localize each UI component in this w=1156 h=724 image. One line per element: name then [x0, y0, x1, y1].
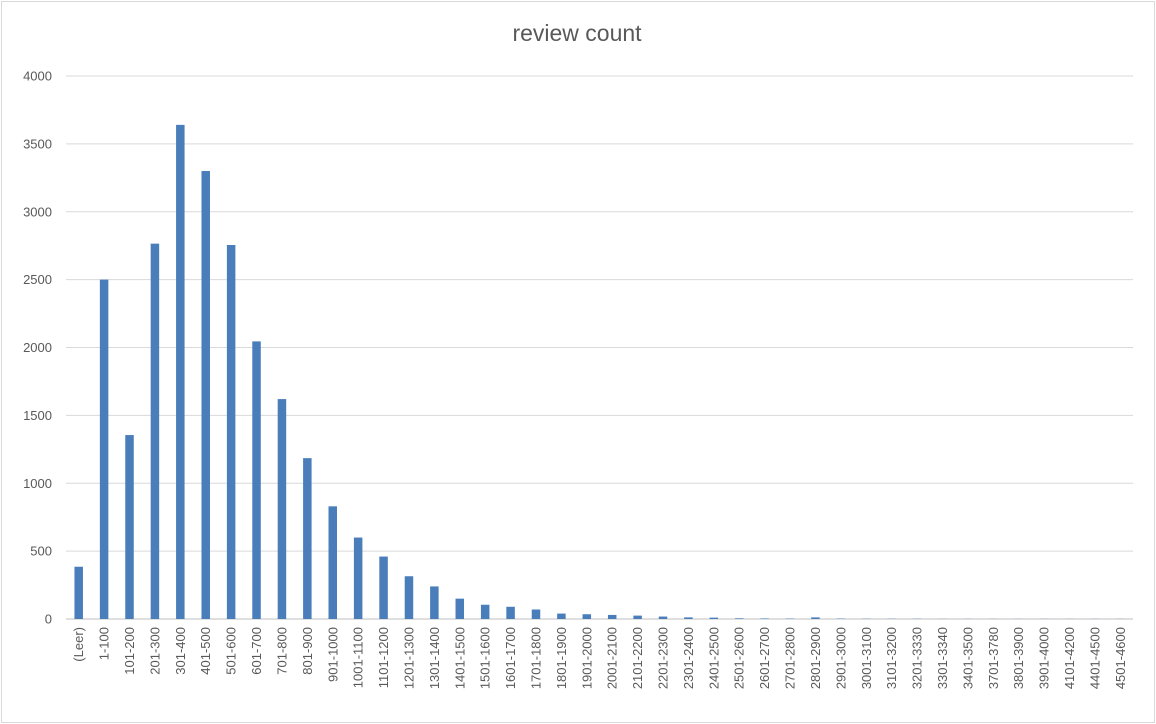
x-tick-label: 3701-3780 [986, 627, 1001, 689]
bar [277, 399, 287, 619]
bar [430, 586, 439, 619]
x-tick-label: 301-400 [173, 627, 188, 675]
bar [74, 566, 83, 619]
x-tick-label: 501-600 [224, 627, 239, 675]
x-tick-label: 1001-1100 [351, 627, 366, 688]
x-tick-label: 2901-3000 [833, 627, 848, 689]
y-tick-label: 1500 [23, 408, 52, 423]
x-tick-label: 2001-2100 [605, 627, 620, 689]
bar [811, 617, 820, 619]
bar [531, 609, 541, 619]
x-tick-label: 701-800 [274, 627, 289, 675]
x-tick-label: 3401-3500 [960, 627, 975, 689]
y-tick-label: 2000 [23, 340, 52, 355]
bar [658, 616, 668, 619]
bar [404, 576, 414, 619]
x-tick-label: 2201-2300 [656, 627, 671, 689]
bar [176, 124, 185, 620]
x-tick-label: 2301-2400 [681, 627, 696, 689]
chart-title: review count [512, 20, 642, 46]
x-tick-label: 2501-2600 [732, 627, 747, 689]
bar [150, 243, 160, 619]
x-tick-label: 1901-2000 [579, 627, 594, 689]
x-tick-label: 1601-1700 [503, 627, 518, 689]
x-tick-label: 1801-1900 [554, 627, 569, 689]
x-tick-label: 4101-4200 [1062, 627, 1077, 689]
x-tick-label: 4501-4600 [1113, 627, 1128, 689]
y-tick-label: 0 [45, 612, 52, 627]
bar [353, 537, 363, 619]
x-tick-label: 1201-1300 [401, 627, 416, 689]
bar [226, 245, 236, 620]
bar [303, 458, 312, 619]
x-tick-label: 3001-3100 [859, 627, 874, 689]
bar [607, 614, 617, 619]
bar [252, 341, 261, 619]
x-tick-label: 2601-2700 [757, 627, 772, 689]
bar [99, 279, 109, 619]
y-tick-label: 1000 [23, 476, 52, 491]
bar [684, 617, 693, 619]
x-tick-label: 2701-2800 [783, 627, 798, 689]
x-tick-label: 101-200 [122, 627, 137, 675]
x-tick-label: 401-500 [198, 627, 213, 675]
bar [201, 171, 210, 619]
x-tick-label: 1401-1500 [452, 627, 467, 689]
x-tick-label: 3301-3340 [935, 627, 950, 689]
bar [582, 614, 592, 619]
x-tick-label: 1301-1400 [427, 627, 442, 689]
bar [455, 598, 465, 619]
x-tick-label: 201-300 [147, 627, 162, 675]
bar [125, 435, 134, 619]
y-tick-label: 3000 [23, 204, 52, 219]
bar [557, 613, 566, 619]
x-tick-label: 1701-1800 [528, 627, 543, 689]
x-tick-label: 601-700 [249, 627, 264, 675]
x-tick-label: (Leer) [71, 627, 86, 662]
bar [480, 604, 490, 619]
bar [506, 606, 515, 619]
y-tick-label: 2500 [23, 272, 52, 287]
x-tick-label: 1101-1200 [376, 627, 391, 688]
x-tick-label: 1501-1600 [478, 627, 493, 689]
x-tick-label: 2101-2200 [630, 627, 645, 689]
y-tick-label: 4000 [23, 69, 52, 84]
bar [328, 506, 337, 619]
x-tick-label: 3901-4000 [1037, 627, 1052, 689]
x-tick-label: 4401-4500 [1087, 627, 1102, 689]
bar [734, 618, 744, 619]
x-tick-label: 801-900 [300, 627, 315, 675]
x-tick-label: 1-100 [97, 627, 112, 660]
x-tick-label: 3101-3200 [884, 627, 899, 689]
x-tick-label: 2801-2900 [808, 627, 823, 689]
bar [633, 615, 642, 619]
x-tick-label: 3201-3330 [910, 627, 925, 689]
x-tick-label: 901-1000 [325, 627, 340, 682]
x-tick-label: 3801-3900 [1011, 627, 1026, 689]
x-tick-label: 2401-2500 [706, 627, 721, 689]
bar [379, 556, 388, 619]
y-tick-label: 3500 [23, 136, 52, 151]
bar [760, 618, 769, 619]
y-tick-label: 500 [30, 544, 52, 559]
bar [709, 617, 719, 619]
